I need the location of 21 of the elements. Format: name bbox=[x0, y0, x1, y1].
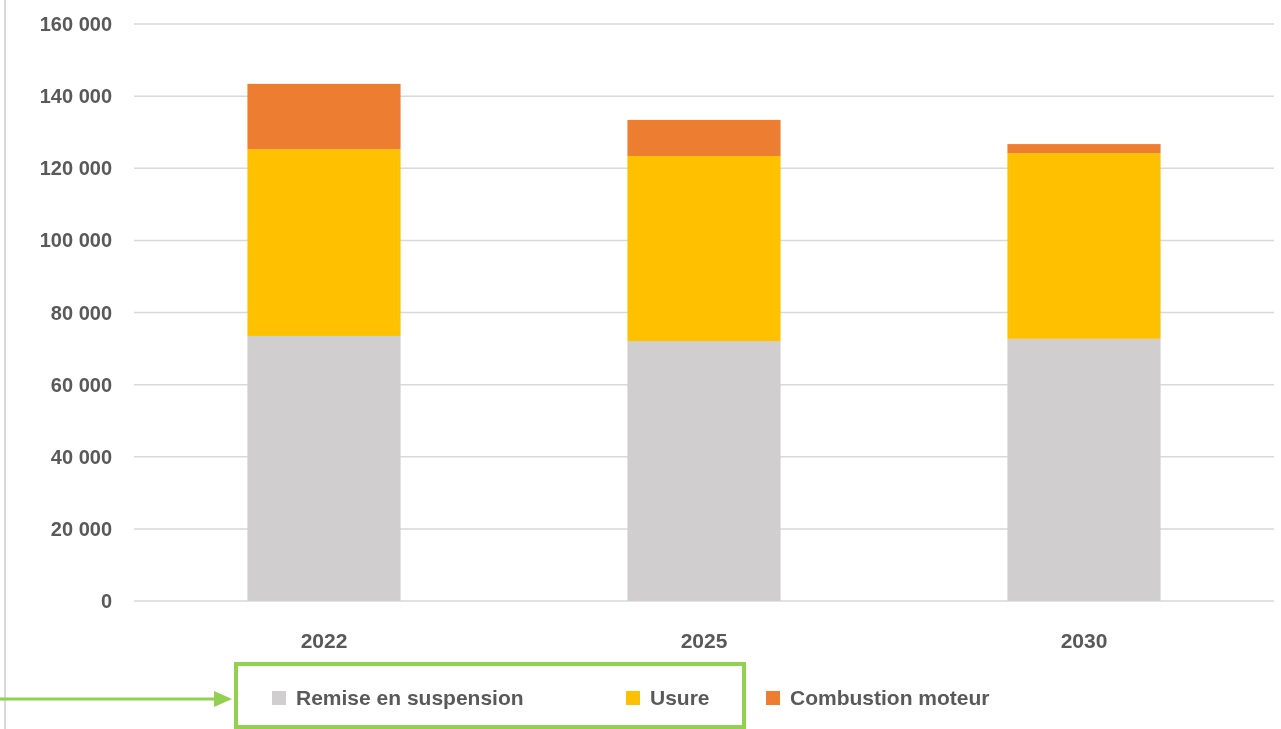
bar bbox=[627, 155, 781, 341]
bar bbox=[1007, 153, 1161, 339]
bar bbox=[627, 119, 781, 156]
y-tick-label: 100 000 bbox=[39, 229, 112, 252]
y-tick-label: 140 000 bbox=[39, 85, 112, 108]
bar bbox=[1007, 144, 1161, 154]
legend-label: Remise en suspension bbox=[296, 686, 524, 710]
bar bbox=[247, 149, 401, 336]
x-tick-label: 2022 bbox=[300, 629, 348, 653]
y-tick-label: 40 000 bbox=[50, 445, 112, 468]
y-tick-label: 80 000 bbox=[50, 301, 112, 324]
y-tick-label: 0 bbox=[100, 590, 112, 612]
y-tick-label: 120 000 bbox=[39, 157, 112, 180]
x-tick-label: 2025 bbox=[680, 629, 728, 653]
y-tick-label: 20 000 bbox=[50, 517, 112, 540]
y-tick-label: 160 000 bbox=[39, 13, 112, 35]
y-tick-label: 60 000 bbox=[50, 373, 112, 396]
bar bbox=[247, 83, 401, 150]
legend-label: Usure bbox=[650, 686, 710, 710]
x-tick-label: 2030 bbox=[1060, 629, 1108, 653]
legend-label: Combustion moteur bbox=[790, 686, 990, 710]
